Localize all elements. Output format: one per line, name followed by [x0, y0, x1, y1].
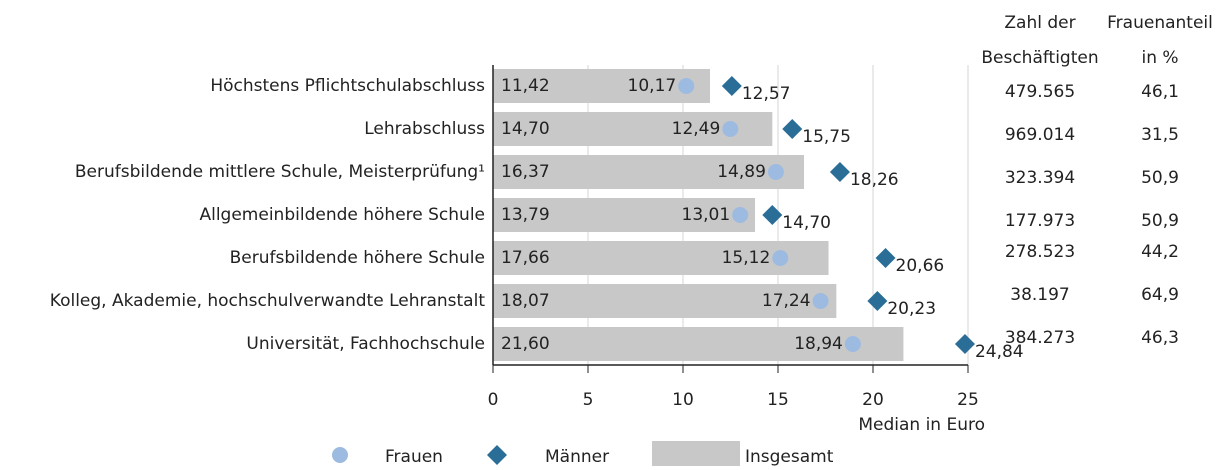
x-tick-label: 20	[862, 390, 884, 410]
category-label: Berufsbildende höhere Schule	[230, 248, 485, 268]
table-cell: 46,3	[1141, 328, 1179, 348]
bar	[493, 69, 710, 103]
category-label: Universität, Fachhochschule	[246, 334, 485, 354]
point	[829, 162, 850, 182]
category-label: Kolleg, Akademie, hochschulverwandte Leh…	[50, 291, 486, 311]
x-tick-label: 15	[767, 390, 789, 410]
table-cell: 323.394	[1005, 168, 1075, 188]
point	[844, 336, 861, 352]
value-label: 20,23	[887, 299, 936, 319]
point	[772, 250, 789, 266]
legend-label: Insgesamt	[745, 447, 834, 466]
value-label: 17,24	[762, 291, 811, 311]
value-label: 13,01	[682, 205, 731, 225]
point	[767, 164, 784, 180]
point	[812, 293, 829, 309]
x-tick-label: 5	[583, 390, 594, 410]
category-label: Berufsbildende mittlere Schule, Meisterp…	[75, 162, 485, 182]
point	[762, 205, 783, 225]
value-label: 17,66	[501, 248, 550, 268]
value-label: 14,70	[501, 119, 550, 139]
value-label: 21,60	[501, 334, 550, 354]
value-label: 24,84	[975, 342, 1024, 362]
table-cell: 278.523	[1005, 242, 1075, 262]
category-label: Allgemeinbildende höhere Schule	[199, 205, 485, 225]
column-header: in %	[1141, 48, 1178, 68]
point	[722, 121, 739, 137]
value-label: 11,42	[501, 76, 550, 96]
category-label: Lehrabschluss	[364, 119, 485, 139]
table-cell: 64,9	[1141, 285, 1179, 305]
x-tick-label: 10	[672, 390, 694, 410]
x-axis-label: Median in Euro	[858, 415, 985, 435]
value-label: 10,17	[628, 76, 677, 96]
legend-marker	[332, 447, 348, 463]
table-cell: 177.973	[1005, 211, 1075, 231]
value-label: 13,79	[501, 205, 550, 225]
table-cell: 969.014	[1005, 125, 1075, 145]
legend-label: Männer	[545, 447, 609, 466]
x-tick-label: 0	[488, 390, 499, 410]
value-label: 18,26	[850, 170, 899, 190]
value-label: 15,12	[722, 248, 771, 268]
bar	[493, 198, 756, 232]
value-label: 16,37	[501, 162, 550, 182]
category-label: Höchstens Pflichtschulabschluss	[210, 76, 485, 96]
value-label: 18,94	[794, 334, 843, 354]
value-label: 14,89	[717, 162, 766, 182]
bar	[493, 155, 805, 189]
value-label: 14,70	[782, 213, 831, 233]
column-header: Frauenanteil	[1107, 13, 1213, 33]
table-cell: 44,2	[1141, 242, 1179, 262]
legend-marker	[652, 441, 740, 469]
point	[732, 207, 749, 223]
table-cell: 38.197	[1010, 285, 1069, 305]
table-cell: 50,9	[1141, 168, 1179, 188]
legend-label: Frauen	[385, 447, 443, 466]
table-cell: 31,5	[1141, 125, 1179, 145]
value-label: 15,75	[802, 127, 851, 147]
point	[875, 248, 896, 268]
point	[782, 119, 803, 139]
column-header: Beschäftigten	[981, 48, 1098, 68]
table-cell: 479.565	[1005, 82, 1075, 102]
bar	[493, 327, 904, 361]
legend-marker	[487, 445, 507, 465]
value-label: 12,57	[742, 84, 791, 104]
value-label: 12,49	[672, 119, 721, 139]
x-tick-label: 25	[957, 390, 979, 410]
column-header: Zahl der	[1004, 13, 1075, 33]
value-label: 20,66	[896, 256, 945, 276]
table-cell: 46,1	[1141, 82, 1179, 102]
point	[954, 334, 975, 354]
table-cell: 384.273	[1005, 328, 1075, 348]
point	[678, 78, 695, 94]
table-cell: 50,9	[1141, 211, 1179, 231]
point	[721, 76, 742, 96]
bar	[493, 284, 837, 318]
point	[867, 291, 888, 311]
value-label: 18,07	[501, 291, 550, 311]
